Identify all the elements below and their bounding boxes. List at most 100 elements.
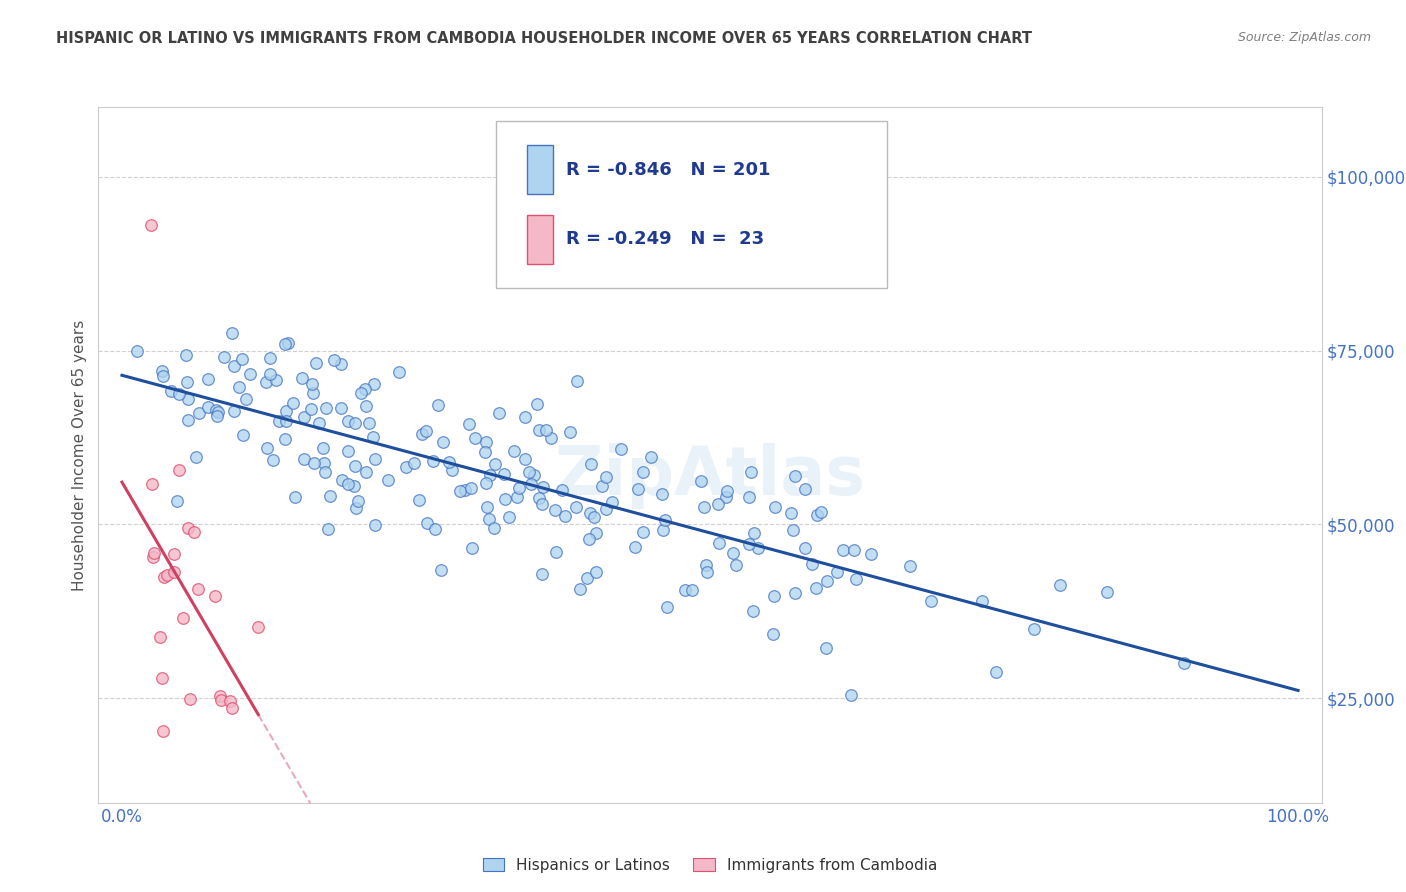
Point (312, 442, 335, 456)
Point (183, 524, 205, 539)
Point (426, 398, 449, 412)
Point (218, 694, 240, 708)
Point (513, 409, 536, 424)
Point (304, 456, 326, 470)
Point (682, 582, 704, 597)
Point (305, 356, 328, 370)
Point (312, 456, 335, 470)
Point (898, 558, 921, 573)
Point (274, 336, 297, 351)
Point (299, 402, 322, 417)
Point (354, 399, 377, 413)
Point (207, 405, 229, 419)
Point (785, 468, 807, 483)
Point (277, 335, 299, 350)
Point (716, 484, 738, 499)
Point (651, 487, 673, 501)
Point (177, 413, 200, 427)
Point (152, 723, 174, 738)
Point (179, 692, 201, 706)
Point (633, 525, 655, 540)
Point (267, 414, 290, 428)
Point (806, 508, 828, 523)
Point (478, 468, 501, 483)
Point (361, 430, 384, 444)
Point (231, 351, 253, 366)
Point (530, 497, 553, 511)
Point (460, 541, 482, 555)
Point (585, 526, 607, 541)
Point (716, 490, 738, 504)
Point (582, 510, 605, 524)
Point (675, 582, 697, 597)
Point (579, 506, 602, 520)
Point (364, 451, 387, 466)
Point (432, 434, 454, 449)
Point (377, 473, 399, 487)
Point (264, 373, 287, 387)
Point (150, 364, 173, 378)
Point (568, 582, 591, 597)
Point (330, 357, 353, 371)
Point (415, 424, 437, 438)
Text: Source: ZipAtlas.com: Source: ZipAtlas.com (1237, 31, 1371, 45)
Point (205, 409, 228, 424)
Point (534, 424, 557, 438)
Point (247, 620, 270, 634)
Point (460, 482, 482, 496)
Point (783, 586, 806, 600)
Point (354, 465, 377, 479)
Point (318, 522, 340, 536)
Point (627, 483, 650, 497)
Point (209, 693, 232, 707)
Point (388, 365, 411, 379)
Point (815, 640, 838, 655)
Point (551, 483, 574, 497)
Point (527, 491, 550, 505)
Point (492, 467, 515, 481)
Point (177, 392, 200, 406)
Point (655, 600, 678, 615)
Point (519, 477, 541, 491)
Point (984, 665, 1007, 679)
Point (742, 604, 765, 618)
Point (690, 475, 713, 489)
Point (474, 434, 496, 449)
Point (832, 542, 855, 557)
Point (725, 558, 748, 572)
Point (474, 445, 496, 459)
Point (609, 442, 631, 456)
Point (274, 414, 297, 428)
Point (565, 374, 588, 388)
Point (478, 512, 501, 526)
Point (209, 690, 232, 704)
Point (498, 510, 520, 524)
Point (363, 517, 385, 532)
Point (1049, 578, 1071, 592)
Point (197, 372, 219, 386)
Point (141, 219, 163, 233)
Point (454, 483, 477, 497)
Point (394, 459, 416, 474)
Point (738, 490, 761, 504)
Point (235, 392, 257, 407)
Point (315, 401, 337, 416)
Point (330, 473, 353, 487)
Point (176, 375, 198, 389)
Point (232, 428, 254, 442)
Point (527, 423, 550, 437)
Point (425, 522, 447, 536)
Point (578, 532, 600, 546)
FancyBboxPatch shape (527, 215, 554, 264)
Point (742, 526, 765, 541)
Point (262, 452, 284, 467)
Point (416, 516, 439, 530)
Point (804, 581, 827, 595)
Point (859, 547, 882, 561)
Point (464, 430, 486, 444)
Point (163, 565, 186, 579)
Point (172, 611, 194, 625)
Point (197, 400, 219, 414)
Text: R = -0.249   N =  23: R = -0.249 N = 23 (565, 230, 763, 248)
Point (515, 452, 537, 467)
